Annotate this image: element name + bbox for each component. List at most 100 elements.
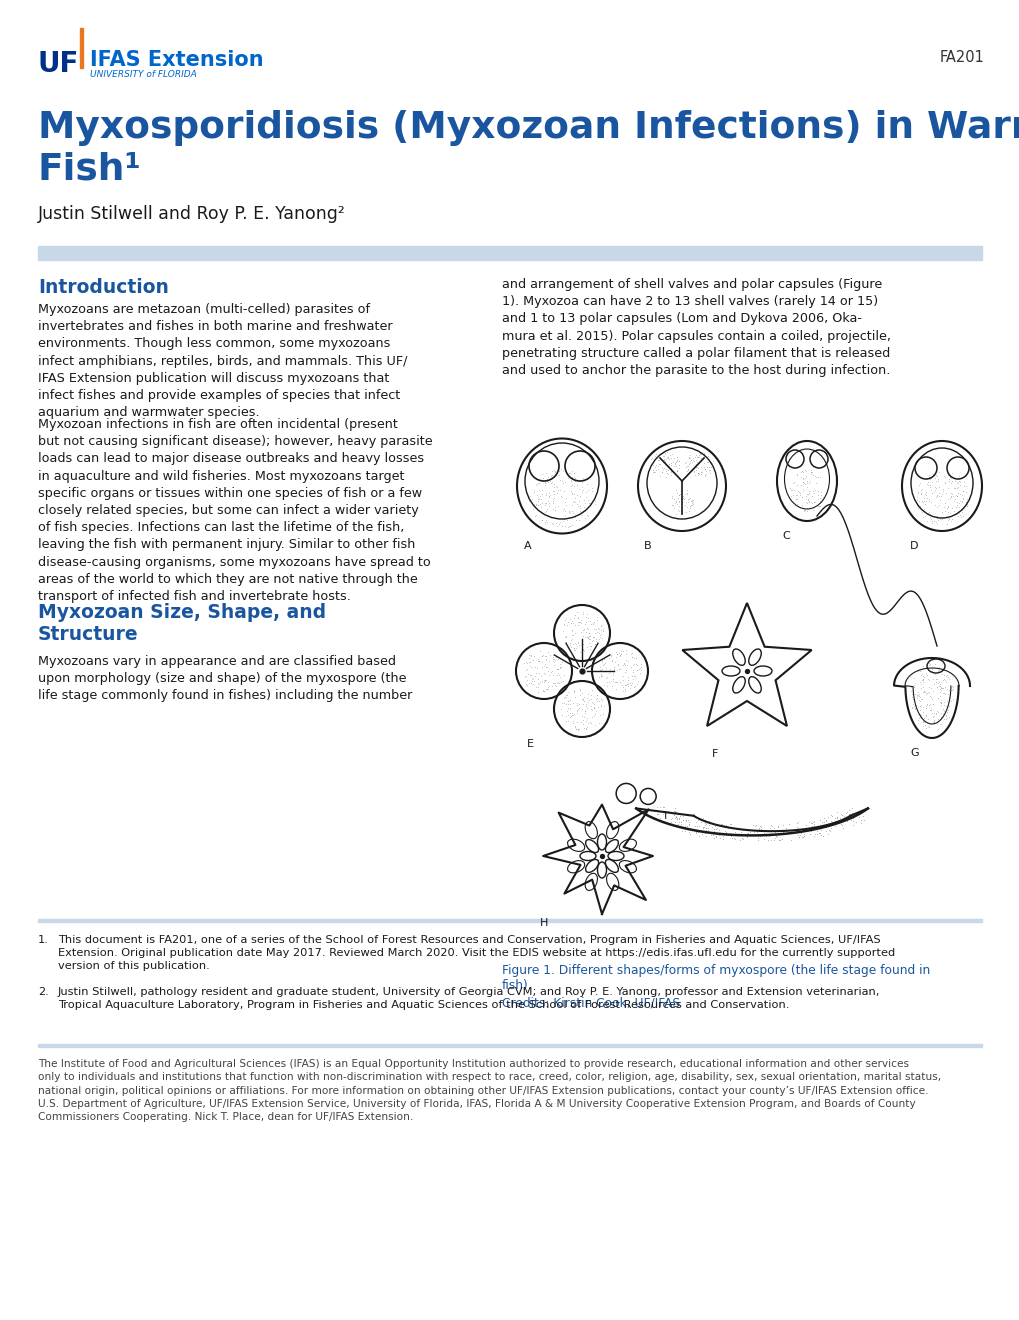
Point xyxy=(628,673,644,694)
Point xyxy=(933,677,950,698)
Point xyxy=(586,696,602,717)
Text: F: F xyxy=(711,748,717,759)
Point xyxy=(931,671,948,692)
Point xyxy=(661,445,678,466)
Point xyxy=(538,463,554,484)
Point xyxy=(809,484,825,506)
Point xyxy=(927,465,944,486)
Point xyxy=(537,483,553,504)
Point xyxy=(532,486,548,507)
Point xyxy=(698,457,714,478)
Point xyxy=(667,801,684,822)
Point xyxy=(676,821,692,842)
Point xyxy=(678,461,694,482)
Point xyxy=(909,482,925,503)
Point xyxy=(696,459,712,480)
Point xyxy=(914,697,930,718)
Point xyxy=(573,711,589,733)
Point xyxy=(552,672,569,693)
Point xyxy=(930,490,947,511)
Point xyxy=(660,449,677,470)
Point xyxy=(798,492,814,513)
Point xyxy=(923,689,940,710)
Point xyxy=(595,675,611,696)
Point xyxy=(679,455,695,477)
Point xyxy=(602,645,619,667)
Point xyxy=(580,627,596,648)
Point xyxy=(665,498,682,519)
Point xyxy=(693,812,709,833)
Point xyxy=(595,653,611,675)
Point xyxy=(649,455,665,477)
Point xyxy=(762,814,779,836)
Point xyxy=(619,667,635,688)
Point xyxy=(631,657,647,678)
Point xyxy=(573,622,589,643)
Point xyxy=(534,644,550,665)
Point xyxy=(678,455,694,477)
Point xyxy=(920,653,936,675)
Point xyxy=(537,649,553,671)
Point xyxy=(958,491,974,512)
Point xyxy=(663,444,680,465)
Text: Justin Stilwell, pathology resident and graduate student, University of Georgia : Justin Stilwell, pathology resident and … xyxy=(58,987,879,1010)
Point xyxy=(680,814,696,836)
Point xyxy=(554,461,571,482)
Point xyxy=(575,640,591,661)
Point xyxy=(539,490,555,511)
Point xyxy=(788,813,804,834)
Text: Myxozoans are metazoan (multi-celled) parasites of
invertebrates and fishes in b: Myxozoans are metazoan (multi-celled) pa… xyxy=(38,304,407,420)
Point xyxy=(923,511,940,532)
Point xyxy=(519,659,535,680)
Point xyxy=(571,478,587,499)
Point xyxy=(928,510,945,531)
Point xyxy=(924,693,941,714)
Point xyxy=(559,693,576,714)
Point xyxy=(654,449,671,470)
Point xyxy=(581,622,597,643)
Point xyxy=(796,820,812,841)
Point xyxy=(803,816,819,837)
Point xyxy=(920,490,936,511)
Point xyxy=(929,688,946,709)
Point xyxy=(774,821,791,842)
Point xyxy=(782,479,798,500)
Point xyxy=(533,483,549,504)
Point xyxy=(927,470,944,491)
Point xyxy=(689,821,705,842)
Point xyxy=(920,488,936,510)
Point xyxy=(565,624,581,645)
Point xyxy=(701,462,717,483)
Point xyxy=(914,665,930,686)
Point xyxy=(698,451,714,473)
Point xyxy=(561,632,578,653)
Point xyxy=(550,459,567,480)
Point xyxy=(583,700,599,721)
Point xyxy=(534,671,550,692)
Point xyxy=(925,495,942,516)
Point xyxy=(788,494,804,515)
Point xyxy=(692,455,708,477)
Text: This document is FA201, one of a series of the School of Forest Resources and Co: This document is FA201, one of a series … xyxy=(58,935,895,972)
Point xyxy=(662,462,679,483)
Point xyxy=(589,690,605,711)
Point xyxy=(556,627,573,648)
Point xyxy=(673,487,689,508)
Point xyxy=(535,680,551,701)
Point xyxy=(666,807,683,828)
Point xyxy=(555,480,572,502)
Point xyxy=(785,484,801,506)
Point xyxy=(767,825,784,846)
Point xyxy=(564,500,580,521)
Point xyxy=(914,656,930,677)
Point xyxy=(578,622,594,643)
Point xyxy=(683,495,699,516)
Point xyxy=(574,471,590,492)
Point xyxy=(948,478,964,499)
Point xyxy=(917,704,933,725)
Point xyxy=(935,682,952,704)
Point xyxy=(931,694,948,715)
Point xyxy=(595,648,611,669)
Point xyxy=(551,667,568,688)
Point xyxy=(913,669,929,690)
